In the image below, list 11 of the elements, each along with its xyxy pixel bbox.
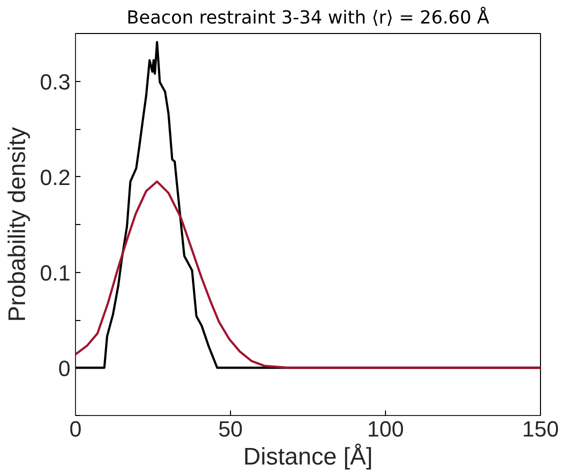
y-tick-label: 0 (58, 356, 71, 381)
x-tick-label: 50 (218, 416, 243, 442)
y-tick-label: 0.1 (40, 260, 71, 286)
y-tick-label: 0.3 (40, 69, 71, 94)
y-axis-title: Probability density (4, 127, 31, 322)
x-tick-label: 100 (367, 416, 404, 442)
chart-title: Beacon restraint 3-34 with ⟨r⟩ = 26.60 Å (126, 6, 490, 28)
line-series (76, 180, 540, 369)
y-tick-label: 0.2 (40, 164, 71, 190)
x-tick-label: 150 (522, 416, 559, 442)
x-axis-title: Distance [Å] (243, 444, 373, 470)
